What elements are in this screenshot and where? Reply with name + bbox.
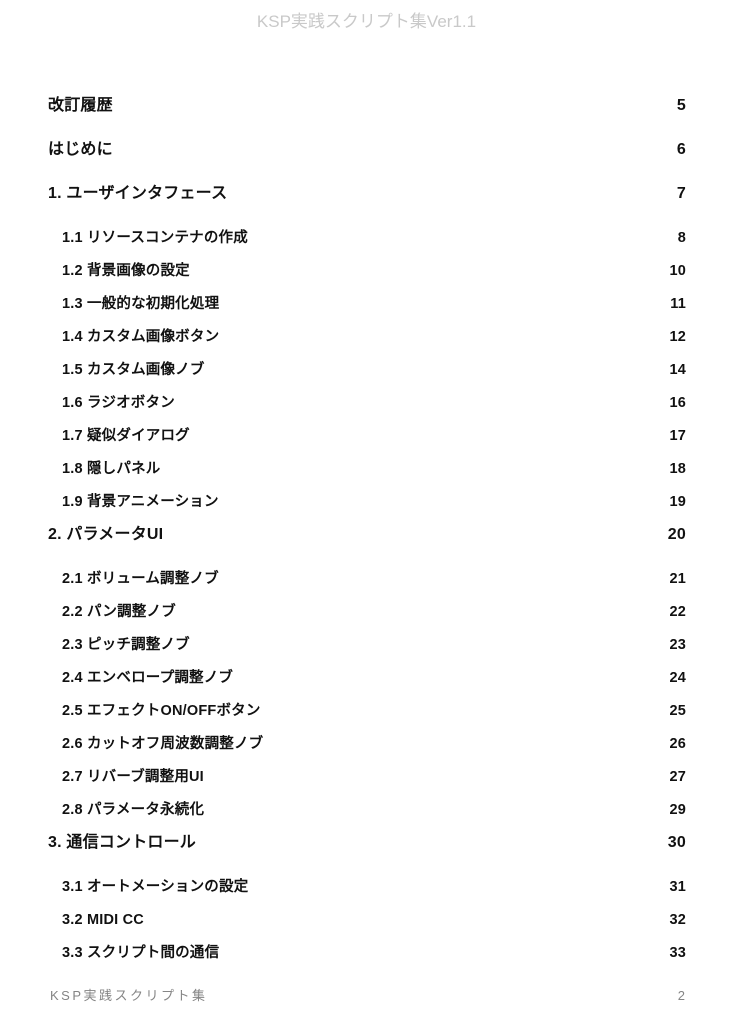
toc-entry-page-number: 18	[669, 461, 686, 477]
toc-entry-label: 1. ユーザインタフェース	[48, 185, 228, 202]
table-of-contents: 改訂履歴 5 はじめに 6 1. ユーザインタフェース 7 1.1 リソースコンテナの作成 8…	[48, 96, 686, 976]
toc-entry[interactable]: 1.4 カスタム画像ボタン 12	[48, 327, 686, 347]
toc-entry-page-number: 11	[670, 296, 686, 312]
toc-entry-page-number: 8	[677, 230, 686, 246]
toc-entry[interactable]: 2.5 エフェクトON/OFFボタン 25	[48, 701, 686, 721]
toc-entry-page-number: 32	[669, 912, 686, 928]
toc-entry-label: 2.6 カットオフ周波数調整ノブ	[62, 736, 264, 752]
toc-entry[interactable]: 1.9 背景アニメーション 19	[48, 492, 686, 512]
toc-entry[interactable]: 2.4 エンベロープ調整ノブ 24	[48, 668, 686, 688]
toc-entry-label: 1.4 カスタム画像ボタン	[62, 329, 220, 345]
toc-entry-page-number: 16	[669, 395, 686, 411]
toc-entry-page-number: 26	[669, 736, 686, 752]
toc-entry[interactable]: 1.1 リソースコンテナの作成 8	[48, 228, 686, 248]
toc-entry-label: 改訂履歴	[48, 97, 113, 114]
toc-entry-label: 3.1 オートメーションの設定	[62, 879, 249, 895]
toc-entry-label: 1.7 疑似ダイアログ	[62, 428, 190, 444]
toc-entry[interactable]: 1.8 隠しパネル 18	[48, 459, 686, 479]
toc-entry[interactable]: 2.3 ピッチ調整ノブ 23	[48, 635, 686, 655]
toc-entry-page-number: 17	[669, 428, 686, 444]
toc-entry[interactable]: 1.6 ラジオボタン 16	[48, 393, 686, 413]
toc-entry-page-number: 10	[669, 263, 686, 279]
toc-entry[interactable]: 2.8 パラメータ永続化 29	[48, 800, 686, 820]
toc-entry[interactable]: 2.7 リバーブ調整用UI 27	[48, 767, 686, 787]
toc-entry-label: 3.3 スクリプト間の通信	[62, 945, 220, 961]
toc-entry-label: 1.8 隠しパネル	[62, 461, 161, 477]
toc-entry-label: 3. 通信コントロール	[48, 834, 196, 851]
toc-entry-page-number: 29	[669, 802, 686, 818]
toc-entry[interactable]: 3.3 スクリプト間の通信 33	[48, 943, 686, 963]
toc-entry-page-number: 23	[669, 637, 686, 653]
toc-entry-page-number: 7	[676, 185, 686, 202]
toc-entry-label: 2.2 パン調整ノブ	[62, 604, 176, 620]
toc-entry[interactable]: 1.2 背景画像の設定 10	[48, 261, 686, 281]
toc-entry-page-number: 6	[676, 141, 686, 158]
toc-entry-label: はじめに	[48, 141, 113, 158]
toc-entry[interactable]: 1.7 疑似ダイアログ 17	[48, 426, 686, 446]
toc-entry-label: 1.1 リソースコンテナの作成	[62, 230, 248, 246]
toc-entry-label: 1.5 カスタム画像ノブ	[62, 362, 205, 378]
toc-entry[interactable]: 2.2 パン調整ノブ 22	[48, 602, 686, 622]
toc-entry-page-number: 21	[669, 571, 686, 587]
running-header-title: KSP実践スクリプト集Ver1.1	[256, 12, 477, 31]
toc-entry[interactable]: 1.5 カスタム画像ノブ 14	[48, 360, 686, 380]
toc-entry-label: 1.9 背景アニメーション	[62, 494, 219, 510]
toc-entry-label: 2.5 エフェクトON/OFFボタン	[62, 703, 261, 719]
toc-entry[interactable]: 1.3 一般的な初期化処理 11	[48, 294, 686, 314]
toc-entry-page-number: 24	[669, 670, 686, 686]
toc-entry-label: 2.7 リバーブ調整用UI	[62, 769, 204, 785]
toc-entry-page-number: 12	[669, 329, 686, 345]
toc-entry[interactable]: 改訂履歴 5	[48, 96, 686, 116]
toc-entry-page-number: 5	[676, 97, 686, 114]
toc-entry-label: 1.3 一般的な初期化処理	[62, 296, 220, 312]
toc-entry[interactable]: 2.6 カットオフ周波数調整ノブ 26	[48, 734, 686, 754]
toc-entry-page-number: 20	[667, 526, 686, 543]
toc-entry-page-number: 31	[669, 879, 686, 895]
toc-entry[interactable]: 2.1 ボリューム調整ノブ 21	[48, 569, 686, 589]
toc-entry[interactable]: 3. 通信コントロール 30	[48, 833, 686, 853]
toc-entry-label: 3.2 MIDI CC	[62, 912, 144, 928]
toc-entry-label: 2.3 ピッチ調整ノブ	[62, 637, 190, 653]
toc-entry-page-number: 14	[669, 362, 686, 378]
footer-document-title: KSP実践スクリプト集	[50, 988, 208, 1003]
toc-entry-label: 2.8 パラメータ永続化	[62, 802, 205, 818]
toc-entry[interactable]: 3.2 MIDI CC 32	[48, 910, 686, 930]
toc-entry-page-number: 30	[667, 834, 686, 851]
toc-entry-label: 2.4 エンベロープ調整ノブ	[62, 670, 234, 686]
toc-entry[interactable]: 3.1 オートメーションの設定 31	[48, 877, 686, 897]
page-footer: KSP実践スクリプト集 2	[50, 988, 685, 1004]
toc-entry-page-number: 22	[669, 604, 686, 620]
toc-entry-label: 1.6 ラジオボタン	[62, 395, 175, 411]
toc-entry-page-number: 27	[669, 769, 686, 785]
toc-entry[interactable]: 1. ユーザインタフェース 7	[48, 184, 686, 204]
toc-entry-label: 1.2 背景画像の設定	[62, 263, 190, 279]
toc-entry-page-number: 33	[669, 945, 686, 961]
toc-entry-label: 2.1 ボリューム調整ノブ	[62, 571, 219, 587]
toc-entry-page-number: 25	[669, 703, 686, 719]
toc-entry-page-number: 19	[669, 494, 686, 510]
toc-entry[interactable]: 2. パラメータUI 20	[48, 525, 686, 545]
toc-entry[interactable]: はじめに 6	[48, 140, 686, 160]
footer-page-number: 2	[677, 988, 685, 1003]
toc-entry-label: 2. パラメータUI	[48, 526, 164, 543]
